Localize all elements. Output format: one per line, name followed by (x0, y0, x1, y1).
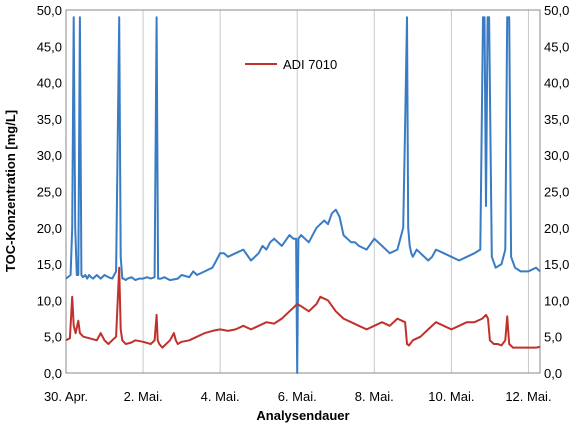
series-line-adi-7010 (65, 266, 541, 349)
y2-tick-label: 25,0 (544, 185, 569, 200)
y2-tick-label: 15,0 (544, 257, 569, 272)
y-tick-label: 45,0 (37, 39, 62, 54)
series-lines (65, 16, 541, 374)
y-tick-label: 10,0 (37, 293, 62, 308)
grid-lines (65, 10, 529, 373)
x-tick-label: 8. Mai. (355, 389, 394, 404)
legend-label-adi-7010: ADI 7010 (283, 57, 337, 72)
y-tick-label: 0,0 (44, 366, 62, 381)
legend: ADI 7010 (245, 57, 337, 72)
y2-tick-label: 0,0 (544, 366, 562, 381)
y2-tick-label: 5,0 (544, 330, 562, 345)
series-line-1 (65, 16, 541, 374)
y-tick-label: 40,0 (37, 76, 62, 91)
x-tick-label: 4. Mai. (201, 389, 240, 404)
x-tick-label: 6. Mai. (278, 389, 317, 404)
y2-tick-label: 10,0 (544, 293, 569, 308)
x-axis-title: Analysendauer (256, 408, 349, 423)
y2-tick-label: 45,0 (544, 39, 569, 54)
right-y-axis-tick-labels: 0,0 5,0 10,0 15,0 20,0 25,0 30,0 35,0 40,0 45,0 50… (544, 3, 569, 381)
y-tick-label: 20,0 (37, 221, 62, 236)
y2-tick-label: 30,0 (544, 148, 569, 163)
y2-tick-label: 40,0 (544, 76, 569, 91)
x-tick-label: 12. Mai. (505, 389, 551, 404)
left-y-axis-tick-labels: 0,0 5,0 10,0 15,0 20,0 25,0 30,0 35,0 40,0 45,0 50… (37, 3, 62, 381)
y-axis-title: TOC-Konzentration [mg/L] (3, 110, 18, 272)
y2-tick-label: 20,0 (544, 221, 569, 236)
x-tick-label: 2. Mai. (124, 389, 163, 404)
x-tick-label: 10. Mai. (428, 389, 474, 404)
y-tick-label: 50,0 (37, 3, 62, 18)
y-tick-label: 15,0 (37, 257, 62, 272)
y-tick-label: 35,0 (37, 112, 62, 127)
plot-area-frame (65, 9, 541, 374)
y2-tick-label: 50,0 (544, 3, 569, 18)
y-tick-label: 30,0 (37, 148, 62, 163)
y-tick-label: 5,0 (44, 330, 62, 345)
y-tick-label: 25,0 (37, 185, 62, 200)
x-axis-tick-labels: 30. Apr. 2. Mai. 4. Mai. 6. Mai. 8. Mai. 10. … (44, 389, 552, 404)
x-tick-label: 30. Apr. (44, 389, 88, 404)
y2-tick-label: 35,0 (544, 112, 569, 127)
